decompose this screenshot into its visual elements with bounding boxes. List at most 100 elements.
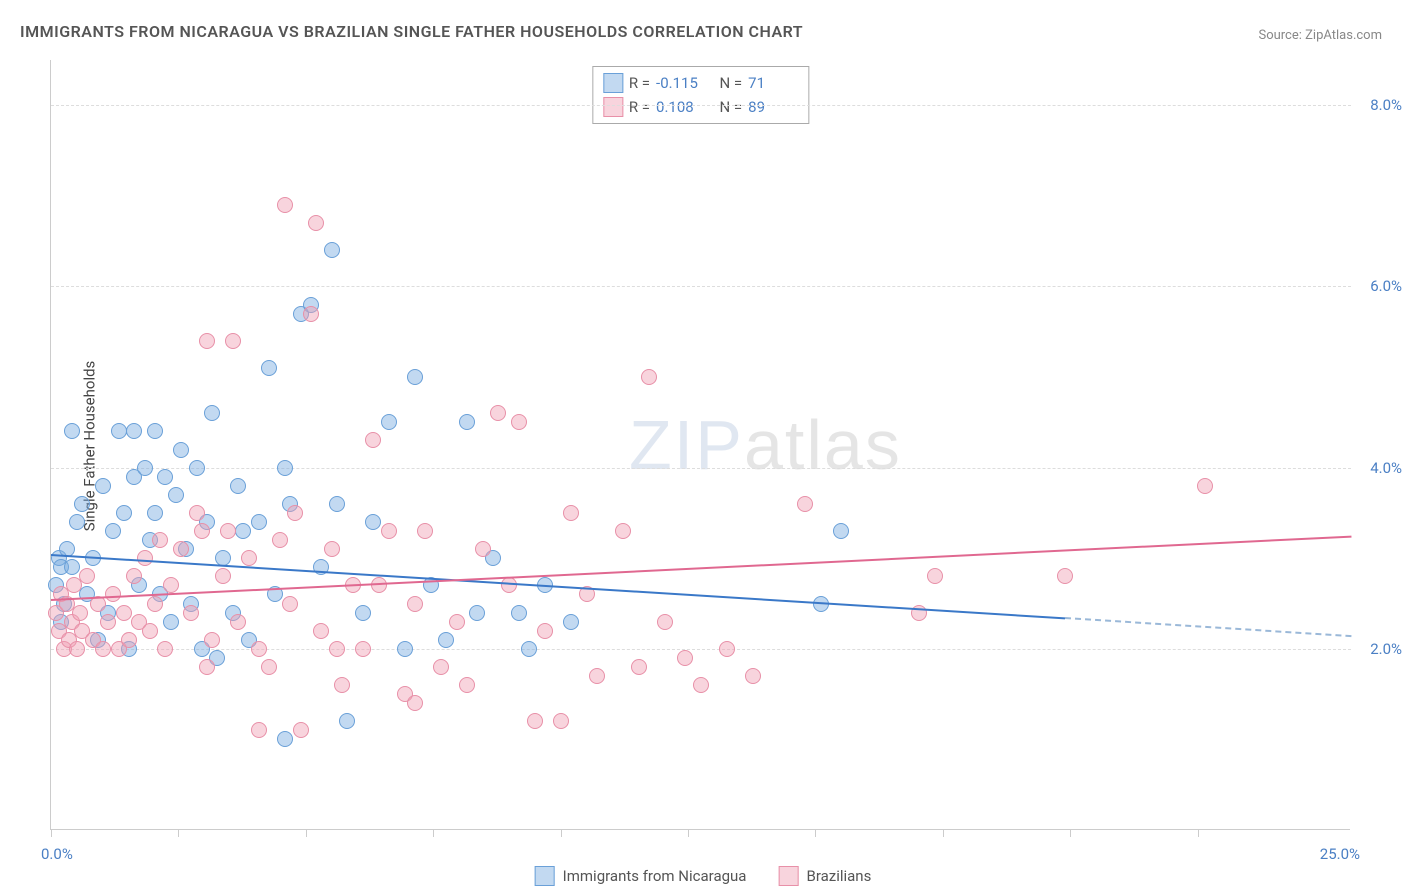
data-point xyxy=(719,641,735,657)
data-point xyxy=(116,605,132,621)
data-point xyxy=(657,614,673,630)
data-point xyxy=(261,360,277,376)
data-point xyxy=(490,405,506,421)
y-tick-label: 2.0% xyxy=(1370,640,1402,658)
x-tick xyxy=(1198,829,1199,837)
data-point xyxy=(189,505,205,521)
data-point xyxy=(137,550,153,566)
watermark-thin: atlas xyxy=(744,406,902,484)
data-point xyxy=(74,496,90,512)
data-point xyxy=(563,505,579,521)
x-axis-min: 0.0% xyxy=(41,845,73,863)
data-point xyxy=(204,632,220,648)
data-point xyxy=(397,641,413,657)
data-point xyxy=(157,641,173,657)
data-point xyxy=(69,514,85,530)
data-point xyxy=(251,514,267,530)
data-point xyxy=(152,532,168,548)
data-point xyxy=(833,523,849,539)
data-point xyxy=(927,568,943,584)
data-point xyxy=(433,659,449,675)
legend-row-series-2: R = 0.108 N = 89 xyxy=(603,95,798,119)
data-point xyxy=(64,423,80,439)
x-tick xyxy=(943,829,944,837)
data-point xyxy=(72,605,88,621)
data-point xyxy=(537,623,553,639)
data-point xyxy=(183,605,199,621)
data-point xyxy=(163,614,179,630)
data-point xyxy=(69,641,85,657)
data-point xyxy=(293,722,309,738)
r-label: R = xyxy=(629,74,650,92)
data-point xyxy=(308,215,324,231)
source-label: Source: ZipAtlas.com xyxy=(1258,28,1382,43)
data-point xyxy=(527,713,543,729)
data-point xyxy=(189,460,205,476)
grid-line xyxy=(51,286,1351,287)
data-point xyxy=(303,306,319,322)
data-point xyxy=(501,577,517,593)
data-point xyxy=(168,487,184,503)
x-axis-max: 25.0% xyxy=(1320,845,1360,863)
r-label-2: R = xyxy=(629,98,650,116)
x-tick xyxy=(688,829,689,837)
data-point xyxy=(194,523,210,539)
data-point xyxy=(230,614,246,630)
plot-area: ZIPatlas R = -0.115 N = 71 R = 0.108 N =… xyxy=(50,60,1350,830)
data-point xyxy=(459,414,475,430)
data-point xyxy=(459,677,475,693)
data-point xyxy=(407,695,423,711)
data-point xyxy=(797,496,813,512)
data-point xyxy=(95,478,111,494)
trend-line xyxy=(51,554,1065,619)
legend-swatch-2 xyxy=(603,97,623,117)
data-point xyxy=(261,659,277,675)
data-point xyxy=(251,641,267,657)
data-point xyxy=(381,523,397,539)
data-point xyxy=(1057,568,1073,584)
data-point xyxy=(693,677,709,693)
data-point xyxy=(329,641,345,657)
x-tick xyxy=(433,829,434,837)
data-point xyxy=(313,623,329,639)
data-point xyxy=(438,632,454,648)
data-point xyxy=(95,641,111,657)
data-point xyxy=(355,641,371,657)
r-value-1: -0.115 xyxy=(656,74,706,92)
data-point xyxy=(137,460,153,476)
data-point xyxy=(365,514,381,530)
data-point xyxy=(121,632,137,648)
data-point xyxy=(381,414,397,430)
bottom-label-2: Brazilians xyxy=(806,867,871,885)
data-point xyxy=(251,722,267,738)
data-point xyxy=(1197,478,1213,494)
data-point xyxy=(220,523,236,539)
data-point xyxy=(475,541,491,557)
r-value-2: 0.108 xyxy=(656,98,706,116)
data-point xyxy=(641,369,657,385)
x-tick xyxy=(561,829,562,837)
plot-surface: ZIPatlas R = -0.115 N = 71 R = 0.108 N =… xyxy=(50,60,1350,830)
data-point xyxy=(64,559,80,575)
data-point xyxy=(235,523,251,539)
data-point xyxy=(365,432,381,448)
data-point xyxy=(563,614,579,630)
data-point xyxy=(116,505,132,521)
data-point xyxy=(449,614,465,630)
watermark: ZIPatlas xyxy=(629,405,902,485)
legend-row-series-1: R = -0.115 N = 71 xyxy=(603,71,798,95)
bottom-legend-item-1: Immigrants from Nicaragua xyxy=(535,866,747,886)
data-point xyxy=(199,333,215,349)
y-tick-label: 4.0% xyxy=(1370,459,1402,477)
data-point xyxy=(105,523,121,539)
data-point xyxy=(277,731,293,747)
n-label-2: N = xyxy=(712,98,742,116)
data-point xyxy=(111,423,127,439)
data-point xyxy=(277,460,293,476)
data-point xyxy=(745,668,761,684)
data-point xyxy=(157,469,173,485)
legend-swatch-1 xyxy=(603,73,623,93)
x-tick xyxy=(1070,829,1071,837)
data-point xyxy=(272,532,288,548)
bottom-label-1: Immigrants from Nicaragua xyxy=(563,867,747,885)
